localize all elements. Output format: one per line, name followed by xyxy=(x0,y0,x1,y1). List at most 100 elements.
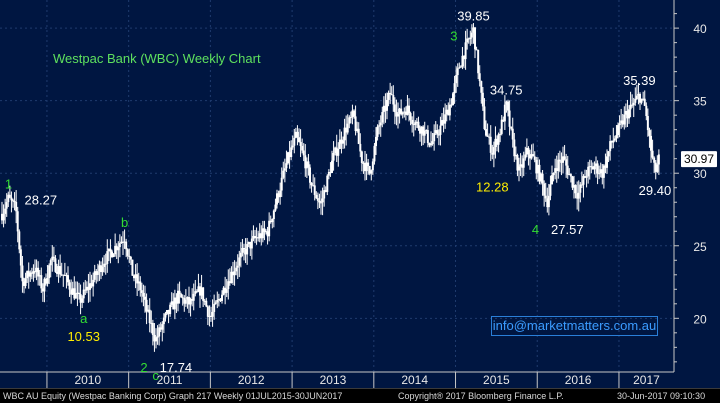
x-tick-label: 2010 xyxy=(74,373,101,387)
candle-body xyxy=(151,322,154,335)
candle-body xyxy=(437,134,440,136)
candle-body xyxy=(604,165,607,168)
candle-body xyxy=(485,129,488,136)
candle-body xyxy=(307,161,310,168)
bloomberg-footer: WBC AU Equity (Westpac Banking Corp) Gra… xyxy=(0,388,720,403)
candle-body xyxy=(230,271,233,284)
candle-body xyxy=(318,200,321,203)
candle-body xyxy=(301,145,304,151)
candle-body xyxy=(544,195,547,199)
wave-label: b xyxy=(121,215,128,230)
candle-body xyxy=(29,272,32,277)
candle-body xyxy=(425,130,428,132)
candle-body xyxy=(214,302,217,304)
candle-body xyxy=(337,148,340,156)
candle-body xyxy=(233,271,236,276)
candle-body xyxy=(650,135,653,151)
candle-body xyxy=(191,298,194,301)
candle-body xyxy=(2,213,5,221)
candle-body xyxy=(23,281,26,286)
candle-body xyxy=(1,213,3,221)
candle-body xyxy=(472,27,475,33)
candle-body xyxy=(271,219,274,223)
candle-body xyxy=(591,166,594,170)
candle-body xyxy=(265,231,268,233)
candle-body xyxy=(612,140,615,143)
last-price-tag: 30.97 xyxy=(681,151,717,168)
candle-body xyxy=(95,271,98,275)
candle-body xyxy=(387,92,390,100)
candle-body xyxy=(181,297,184,299)
candle-body xyxy=(45,278,48,284)
candle-body xyxy=(518,166,521,171)
candle-body xyxy=(175,297,178,304)
candle-body xyxy=(404,111,407,115)
candle-body xyxy=(211,311,214,317)
candle-body xyxy=(122,241,125,243)
y-tick-label: 25 xyxy=(693,240,707,254)
candle-body xyxy=(177,290,180,304)
candle-body xyxy=(128,255,131,257)
candle-body xyxy=(392,95,395,105)
email-link[interactable]: info@marketmatters.com.au xyxy=(491,316,658,336)
candle-body xyxy=(167,310,170,315)
candle-body xyxy=(411,119,414,124)
candle-body xyxy=(656,164,659,172)
candle-body xyxy=(568,174,571,176)
candle-body xyxy=(346,123,349,133)
candle-body xyxy=(378,125,381,127)
candle-body xyxy=(274,204,277,211)
candle-body xyxy=(646,116,649,131)
candle-body xyxy=(382,105,385,113)
candle-body xyxy=(304,155,307,169)
candle-body xyxy=(246,244,249,255)
x-tick-label: 2016 xyxy=(565,373,592,387)
candle-body xyxy=(101,266,104,273)
candle-body xyxy=(637,93,640,96)
candle-body xyxy=(107,248,110,252)
candle-body xyxy=(78,292,81,295)
candle-body xyxy=(579,184,582,193)
candle-body xyxy=(18,231,21,250)
candle-body xyxy=(547,195,550,208)
candle-body xyxy=(654,162,657,172)
candle-body xyxy=(309,167,312,183)
candle-body xyxy=(332,152,335,161)
candle-body xyxy=(277,193,280,198)
candle-body xyxy=(173,297,176,310)
candle-body xyxy=(67,275,70,283)
candle-body xyxy=(120,241,123,244)
x-tick-label: 2017 xyxy=(633,373,660,387)
candle-body xyxy=(397,113,400,117)
candle-body xyxy=(606,156,609,168)
candle-body xyxy=(400,108,403,115)
candle-body xyxy=(87,286,90,290)
candle-body xyxy=(194,291,197,294)
candle-body xyxy=(602,165,605,178)
candle-body xyxy=(503,104,506,122)
candle-body xyxy=(148,309,151,324)
candle-body xyxy=(41,288,44,292)
candle-body xyxy=(368,165,371,174)
candle-body xyxy=(488,136,491,138)
candle-body xyxy=(291,145,294,148)
candle-body xyxy=(320,202,323,204)
candle-body xyxy=(588,166,591,168)
candle-body xyxy=(266,231,269,237)
candle-body xyxy=(104,263,107,265)
candle-body xyxy=(359,143,362,152)
candle-body xyxy=(13,201,16,203)
candle-body xyxy=(601,169,604,178)
candle-body xyxy=(373,146,376,162)
candle-body xyxy=(156,336,159,338)
wave-label: 3 xyxy=(450,28,457,43)
candle-body xyxy=(434,130,437,134)
candle-body xyxy=(296,131,299,138)
candle-body xyxy=(93,271,96,280)
candle-body xyxy=(492,147,495,155)
candle-body xyxy=(483,106,486,130)
candle-body xyxy=(415,121,418,123)
candle-body xyxy=(348,117,351,124)
candle-body xyxy=(645,105,648,117)
candle-body xyxy=(12,200,15,202)
